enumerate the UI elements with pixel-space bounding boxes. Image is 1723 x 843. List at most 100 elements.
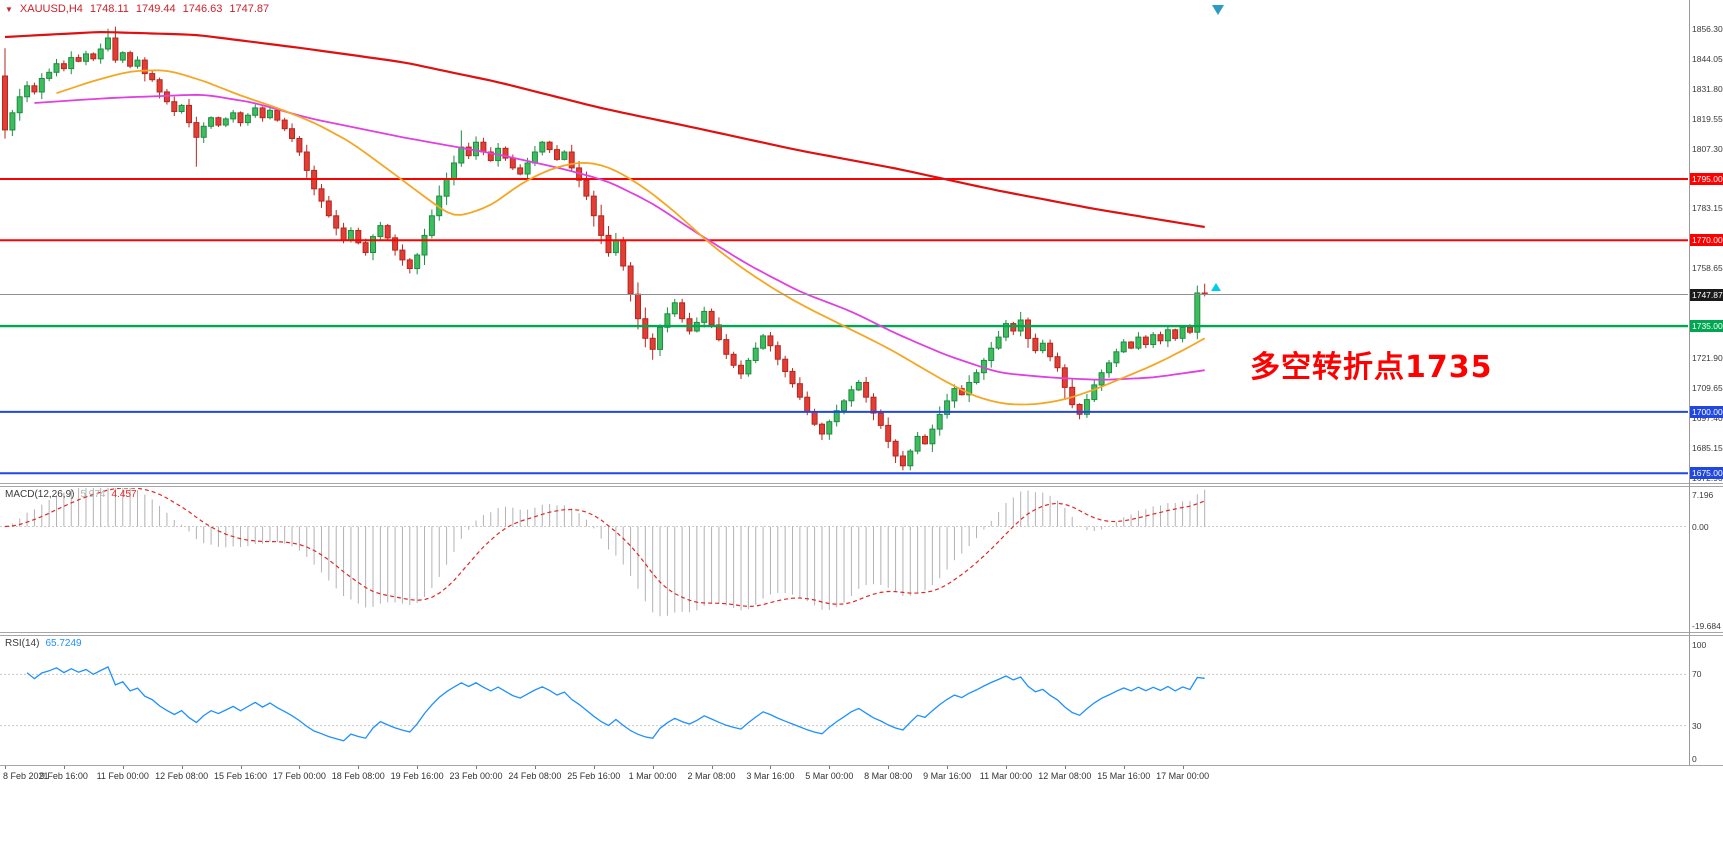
candle <box>546 140 553 153</box>
quote-open: 1748.11 <box>89 3 129 15</box>
time-axis-tick <box>181 766 183 769</box>
candle <box>774 341 781 366</box>
macd-axis-label: 7.196 <box>1692 490 1714 500</box>
price-axis-label: 1697.40 <box>1692 413 1723 424</box>
candle <box>171 96 178 116</box>
candle <box>38 73 45 100</box>
candle <box>590 190 597 227</box>
candle <box>922 434 928 445</box>
time-axis-tick <box>5 766 6 769</box>
candle <box>995 331 1002 350</box>
candle <box>789 368 796 388</box>
candle <box>899 450 906 471</box>
time-axis-label: 11 Mar 00:00 <box>979 771 1033 781</box>
candle <box>605 226 612 257</box>
time-axis-tick <box>593 766 595 769</box>
candle <box>1157 331 1164 345</box>
candle <box>649 333 656 360</box>
panel-separator[interactable] <box>0 632 1723 633</box>
candle <box>907 449 914 471</box>
candle <box>97 43 104 64</box>
time-axis-tick <box>534 766 536 769</box>
candle <box>657 324 663 357</box>
annotation-text: 多空转折点1735 <box>1250 350 1493 385</box>
price-axis-label: 1709.65 <box>1692 383 1723 394</box>
rsi-panel[interactable] <box>0 636 1688 764</box>
candle <box>885 417 892 449</box>
macd-signal-line <box>4 488 1205 608</box>
price-axis-label: 1807.30 <box>1692 143 1723 154</box>
panel-separator[interactable] <box>0 483 1723 484</box>
macd-panel[interactable] <box>0 488 1688 632</box>
rsi-line <box>26 666 1205 742</box>
candle <box>502 146 509 161</box>
candle <box>1135 332 1142 350</box>
time-axis-tick <box>476 766 478 769</box>
candle <box>451 155 457 186</box>
symbol-name: XAUUSD,H4 <box>19 3 83 15</box>
candle <box>1164 326 1171 348</box>
symbol-dropdown-icon: ▼ <box>5 4 13 14</box>
price-axis-label: 1819.55 <box>1692 113 1723 124</box>
time-axis-tick <box>63 766 65 769</box>
candle <box>664 307 671 333</box>
candle <box>267 106 273 120</box>
candle <box>127 50 134 69</box>
candle <box>892 439 899 463</box>
price-axis-label: 1685.15 <box>1692 443 1723 454</box>
main-price-chart[interactable] <box>0 0 1688 483</box>
candle <box>1142 335 1149 349</box>
candle <box>436 185 443 221</box>
time-axis-label: 9 Mar 16:00 <box>923 771 972 781</box>
rsi-axis-label: 70 <box>1692 669 1702 680</box>
candle <box>252 104 259 118</box>
candle <box>1061 364 1068 399</box>
candle <box>936 406 943 436</box>
candle <box>303 144 310 178</box>
candle <box>1003 320 1009 342</box>
candle <box>259 106 266 122</box>
candle <box>730 351 737 369</box>
time-axis[interactable]: 8 Feb 2021 9 Feb 16:00 11 Feb 00:00 12 Feb … <box>0 766 1723 788</box>
candle <box>1172 328 1179 341</box>
candle <box>399 244 406 266</box>
candle <box>635 282 641 330</box>
price-axis[interactable]: 1856.30 1844.05 1831.80 1819.55 1807.30 1783.… <box>1689 0 1723 766</box>
macd-value-main: 5.974 <box>80 489 106 500</box>
candle <box>53 58 60 77</box>
candle <box>392 234 399 256</box>
price-axis-label: 1721.90 <box>1692 353 1723 364</box>
time-axis-tick <box>417 766 419 769</box>
candle <box>1025 317 1031 348</box>
candle <box>333 210 340 236</box>
time-axis-label: 24 Feb 08:00 <box>508 771 562 781</box>
candle <box>237 111 244 127</box>
candle <box>1113 348 1120 367</box>
candle <box>686 312 693 335</box>
time-axis-tick <box>829 766 831 769</box>
chart-shift-icon[interactable] <box>1212 5 1224 15</box>
time-axis-tick <box>888 766 890 769</box>
candle <box>119 51 126 64</box>
macd-axis-label: -19.684 <box>1692 621 1721 631</box>
candle <box>208 116 215 129</box>
time-axis-tick <box>358 766 360 769</box>
rsi-value: 65.7249 <box>45 638 82 649</box>
time-axis-label: 17 Feb 00:00 <box>272 771 326 781</box>
candle <box>951 384 958 408</box>
candle <box>554 145 560 161</box>
panel-separator[interactable] <box>0 486 1723 487</box>
candle <box>612 232 619 256</box>
candle <box>701 306 708 328</box>
candle <box>539 141 546 156</box>
rsi-axis-label: 100 <box>1692 640 1707 650</box>
candle <box>24 81 31 103</box>
candle <box>377 221 384 240</box>
candle <box>75 54 82 63</box>
time-axis-label: 8 Feb 2021 <box>3 771 49 781</box>
candle <box>863 377 870 403</box>
time-axis-tick <box>947 766 949 769</box>
panel-separator[interactable] <box>0 635 1723 636</box>
candle <box>1010 321 1017 335</box>
candle <box>929 424 936 452</box>
